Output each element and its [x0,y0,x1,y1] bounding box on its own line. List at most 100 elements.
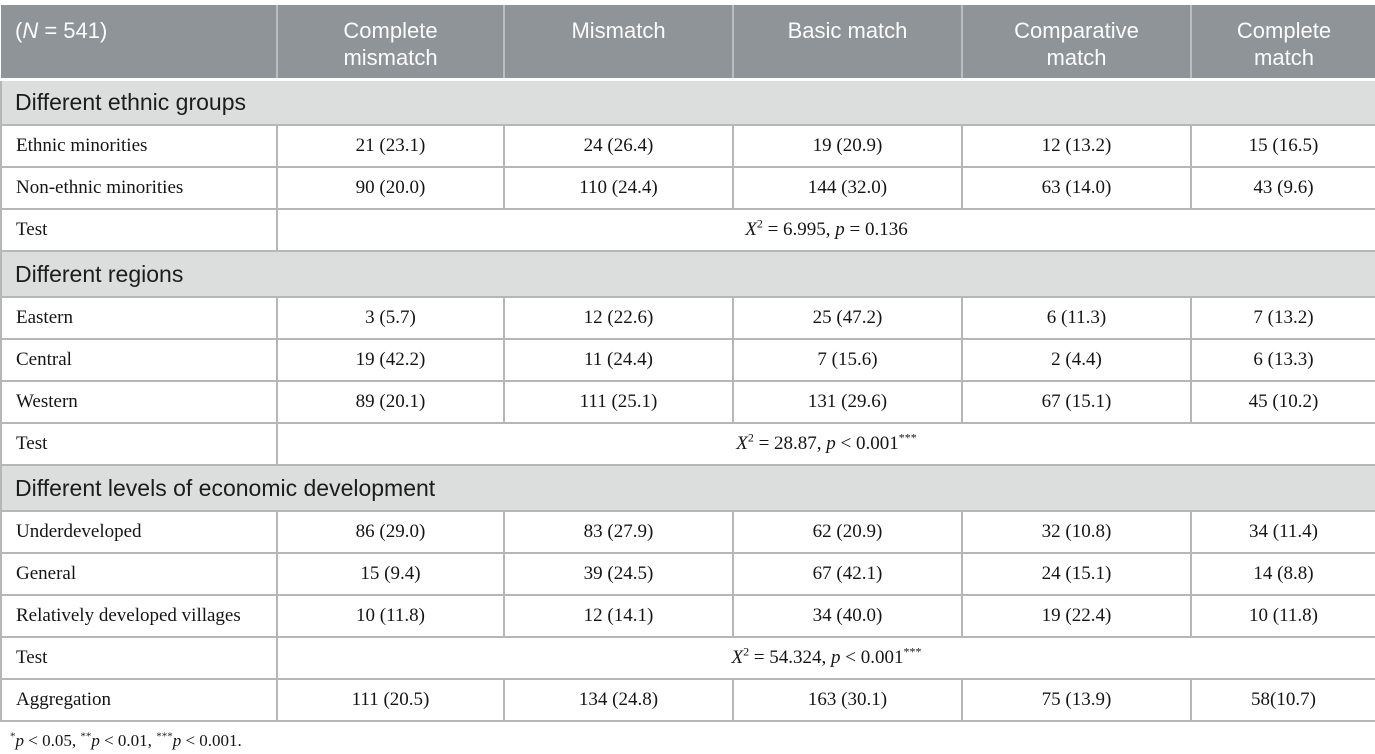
italic-symbol: p [826,433,836,454]
value-cell: 12 (22.6) [503,296,734,340]
value-cell: 67 (42.1) [732,552,963,596]
value-cell: 19 (20.9) [732,124,963,168]
row-label: Central [0,338,278,382]
italic-symbol: X [736,433,748,454]
value-cell: 7 (15.6) [732,338,963,382]
value-cell: 90 (20.0) [276,166,505,210]
text-fragment: < 0.05, [24,731,81,750]
superscript: ** [80,730,92,743]
value-cell: 58(10.7) [1190,678,1375,722]
paper-table-page: (N = 541) Complete mismatch Mismatch Basic … [0,5,1375,751]
value-cell: 12 (13.2) [961,124,1192,168]
value-cell: 111 (20.5) [276,678,505,722]
italic-symbol: p [15,731,25,750]
test-row: Test X2 = 28.87, p < 0.001*** [0,422,1375,466]
row-label: Eastern [0,296,278,340]
section-title: Different regions [0,250,1375,298]
text-fragment: < 0.001 [835,433,899,454]
value-cell: 25 (47.2) [732,296,963,340]
italic-symbol: N [22,18,39,43]
row-label: Ethnic minorities [0,124,278,168]
value-cell: 3 (5.7) [276,296,505,340]
value-cell: 63 (14.0) [961,166,1192,210]
value-cell: 67 (15.1) [961,380,1192,424]
header-cell-sample-size: (N = 541) [1,5,277,81]
significance-footnote: *p < 0.05, **p < 0.01, ***p < 0.001. [10,731,1375,751]
superscript: *** [898,430,917,445]
italic-symbol: X [745,219,757,240]
table-row: Ethnic minorities 21 (23.1) 24 (26.4) 19 (2… [0,124,1375,168]
value-cell: 43 (9.6) [1190,166,1375,210]
header-cell-3: Basic match [732,5,962,81]
value-cell: 7 (13.2) [1190,296,1375,340]
value-cell: 89 (20.1) [276,380,505,424]
row-label: Relatively developed villages [0,594,278,638]
test-statistic: X2 = 6.995, p = 0.136 [276,208,1375,252]
value-cell: 62 (20.9) [732,510,963,554]
row-label: Aggregation [0,678,278,722]
header-cell-5: Complete match [1190,5,1375,81]
value-cell: 144 (32.0) [732,166,963,210]
italic-symbol: p [172,731,182,750]
test-statistic: X2 = 28.87, p < 0.001*** [276,422,1375,466]
table-row: Central 19 (42.2) 11 (24.4) 7 (15.6) 2 (4.4)… [0,338,1375,382]
section-title: Different levels of economic development [0,464,1375,512]
row-label: Test [0,422,278,466]
row-label: Test [0,636,278,680]
value-cell: 24 (26.4) [503,124,734,168]
superscript: 2 [747,430,754,445]
text-fragment: = 0.136 [844,219,908,240]
italic-symbol: X [731,647,744,668]
value-cell: 6 (13.3) [1190,338,1375,382]
section-band-row: Different regions [0,250,1375,298]
row-label: Non-ethnic minorities [0,166,278,210]
superscript: *** [156,730,173,743]
value-cell: 75 (13.9) [961,678,1192,722]
value-cell: 24 (15.1) [961,552,1192,596]
value-cell: 15 (16.5) [1190,124,1375,168]
value-cell: 15 (9.4) [276,552,505,596]
value-cell: 6 (11.3) [961,296,1192,340]
italic-symbol: p [835,219,845,240]
value-cell: 2 (4.4) [961,338,1192,382]
text-fragment: < 0.001. [181,731,242,750]
table-row: Western 89 (20.1) 111 (25.1) 131 (29.6) 67 (… [0,380,1375,424]
superscript: *** [903,644,922,659]
row-label: Western [0,380,278,424]
section-band-row: Different ethnic groups [0,78,1375,126]
value-cell: 45 (10.2) [1190,380,1375,424]
superscript: * [10,730,16,743]
text-fragment: ( [15,18,23,43]
text-fragment: < 0.001 [840,647,904,668]
value-cell: 39 (24.5) [503,552,734,596]
table-header: (N = 541) Complete mismatch Mismatch Basic … [1,5,1375,81]
superscript: 2 [756,216,763,231]
value-cell: 21 (23.1) [276,124,505,168]
row-label: Test [0,208,278,252]
table-row: Underdeveloped 86 (29.0) 83 (27.9) 62 (20.9… [0,510,1375,554]
text-fragment: < 0.01, [99,731,157,750]
value-cell: 10 (11.8) [1190,594,1375,638]
table-row: Non-ethnic minorities 90 (20.0) 110 (24.4)… [0,166,1375,210]
value-cell: 83 (27.9) [503,510,734,554]
test-row: Test X2 = 54.324, p < 0.001*** [0,636,1375,680]
header-row: (N = 541) Complete mismatch Mismatch Basic … [1,5,1375,81]
table-row: Eastern 3 (5.7) 12 (22.6) 25 (47.2) 6 (11.3)… [0,296,1375,340]
table-body: Different ethnic groups Ethnic minorities… [0,78,1375,722]
header-cell-1: Complete mismatch [276,5,504,81]
text-fragment: = 28.87, [753,433,827,454]
crosstab-table: (N = 541) Complete mismatch Mismatch Basic … [0,5,1375,722]
italic-symbol: p [91,731,100,750]
value-cell: 134 (24.8) [503,678,734,722]
section-band-row: Different levels of economic development [0,464,1375,512]
test-statistic: X2 = 54.324, p < 0.001*** [276,636,1375,680]
value-cell: 14 (8.8) [1190,552,1375,596]
value-cell: 111 (25.1) [503,380,734,424]
table-row: General 15 (9.4) 39 (24.5) 67 (42.1) 24 (15.… [0,552,1375,596]
value-cell: 19 (42.2) [276,338,505,382]
value-cell: 110 (24.4) [503,166,734,210]
superscript: 2 [743,644,750,659]
value-cell: 86 (29.0) [276,510,505,554]
text-fragment: = 6.995, [762,219,836,240]
value-cell: 32 (10.8) [961,510,1192,554]
